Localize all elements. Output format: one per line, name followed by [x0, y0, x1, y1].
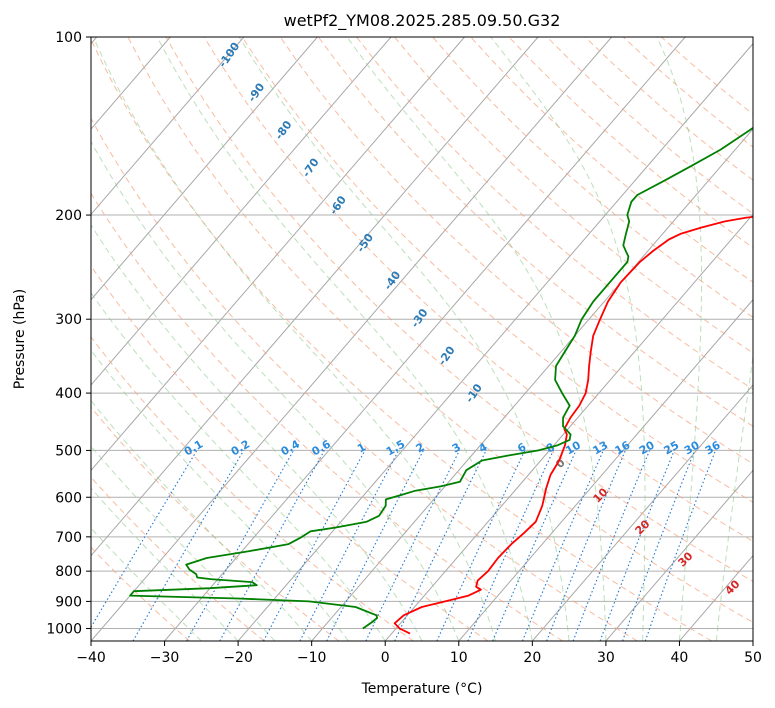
mixing-ratio-line — [644, 450, 717, 641]
isotherm-line — [531, 384, 753, 641]
dry-adiabat-line — [91, 336, 414, 641]
isotherm-line — [164, 37, 686, 641]
y-tick-label: 400 — [55, 386, 82, 402]
moist-adiabat-line — [238, 37, 570, 641]
moist-adiabat-line — [91, 399, 313, 641]
dry-adiabat-line — [91, 265, 489, 641]
moist-adiabat-line — [91, 349, 349, 641]
mixing-ratio-line — [467, 450, 554, 641]
dry-adiabat-line — [470, 37, 753, 283]
mixing-ratio-line — [521, 450, 604, 641]
y-tick-label: 200 — [55, 208, 82, 224]
isotherm-line — [91, 37, 318, 301]
isotherm-line — [237, 42, 753, 641]
moist-adiabat-line — [156, 37, 533, 641]
moist-adiabat-line — [490, 37, 646, 641]
mixing-ratio-line — [186, 450, 295, 641]
isotherm-line — [384, 213, 753, 641]
y-tick-label: 900 — [55, 594, 82, 610]
mixing-ratio-line — [546, 450, 626, 641]
temperature-profile-line — [393, 215, 753, 635]
dry-adiabat-line — [241, 37, 753, 503]
x-tick-label: −10 — [297, 650, 327, 666]
isotherm-line — [91, 37, 245, 216]
profile-lines — [129, 126, 753, 635]
moist-adiabat-line — [91, 224, 423, 641]
x-tick-label: −30 — [150, 650, 180, 666]
x-tick-label: −20 — [223, 650, 253, 666]
y-tick-label: 700 — [55, 530, 82, 546]
y-tick-label: 100 — [55, 30, 82, 46]
moist-adiabat-line — [91, 445, 276, 641]
y-axis-label: Pressure (hPa) — [12, 289, 28, 389]
x-axis-label: Temperature (°C) — [361, 681, 483, 697]
x-tick-label: 30 — [597, 650, 615, 666]
moist-adiabat-line — [91, 291, 386, 641]
moist-adiabat-line — [715, 353, 753, 641]
mixing-ratio-line — [219, 450, 325, 641]
mixing-ratio-line — [263, 450, 366, 641]
x-axis-ticks: −40 −30 −20 −10 0 10 20 30 40 50 — [76, 641, 762, 666]
dry-adiabat-line — [91, 117, 638, 641]
mixing-ratio-line — [492, 450, 577, 641]
plot-frame — [90, 36, 754, 642]
y-tick-label: 800 — [55, 564, 82, 580]
dry-adiabat-line — [356, 37, 753, 390]
dry-adiabat-line — [91, 406, 340, 641]
dry-adiabat-line — [394, 37, 753, 354]
y-tick-label: 600 — [55, 490, 82, 506]
chart-title: wetPf2_YM08.2025.285.09.50.G32 — [284, 11, 561, 31]
mixing-ratio-line — [572, 450, 651, 641]
x-tick-label: 10 — [450, 650, 468, 666]
y-axis-ticks: 100 200 300 400 500 600 700 800 900 1000 — [46, 30, 91, 637]
isotherm-line — [458, 298, 753, 641]
moist-adiabat-line — [91, 140, 460, 641]
dry-adiabat-line — [91, 476, 265, 641]
x-tick-label: −40 — [76, 650, 106, 666]
dry-adiabat-line — [165, 37, 753, 582]
x-tick-label: 40 — [671, 650, 689, 666]
isotherm-line — [91, 37, 465, 472]
x-tick-label: 0 — [381, 650, 390, 666]
dry-adiabat-line — [91, 192, 563, 641]
moist-adiabat-line — [92, 37, 497, 641]
background-reference-lines — [91, 37, 753, 641]
dewpoint-profile-line — [129, 126, 753, 630]
dry-adiabat-line — [91, 546, 191, 641]
mixing-ratio-line — [326, 450, 424, 641]
isotherm-line — [605, 469, 753, 641]
dry-adiabat-line — [127, 37, 753, 623]
y-tick-label: 1000 — [46, 621, 82, 637]
dry-adiabat-line — [432, 37, 753, 318]
x-tick-label: 50 — [744, 650, 762, 666]
dry-adiabat-line — [203, 37, 753, 542]
y-tick-label: 300 — [55, 312, 82, 328]
isotherm-line — [91, 37, 392, 386]
mixing-ratio-line — [599, 450, 675, 641]
moist-adiabat-line — [656, 37, 702, 641]
isotherm-line — [91, 37, 613, 641]
x-tick-label: 20 — [523, 650, 541, 666]
moist-adiabat-line — [346, 37, 607, 641]
dry-adiabat-line — [91, 38, 713, 641]
y-tick-label: 500 — [55, 443, 82, 459]
mixing-ratio-line — [622, 450, 696, 641]
isotherm-line — [91, 37, 539, 557]
